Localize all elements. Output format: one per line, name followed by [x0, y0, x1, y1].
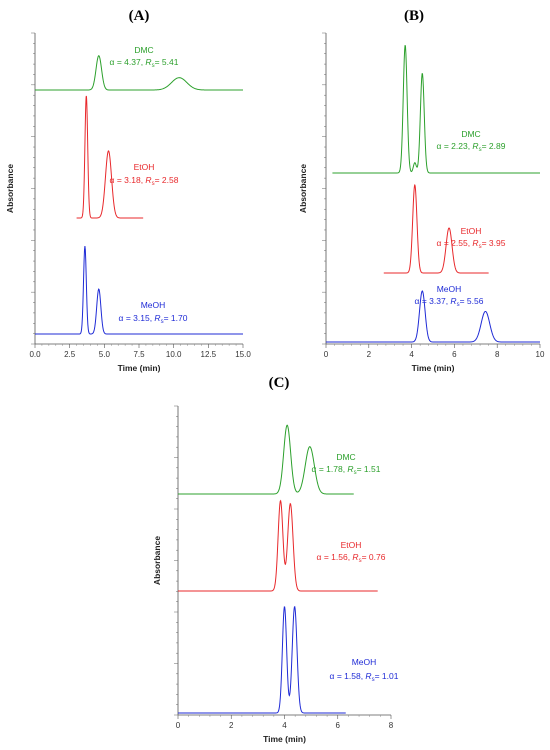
trace-stats-label: α = 1.78, Rs= 1.51	[312, 464, 381, 476]
trace-stats-label: α = 1.58, Rs= 1.01	[330, 671, 399, 683]
trace-stats-label: α = 4.37, Rs= 5.41	[110, 57, 179, 69]
trace-name-label: EtOH	[341, 540, 362, 550]
x-tick-label: 0	[176, 721, 181, 730]
trace-name-label: MeOH	[437, 284, 462, 294]
x-tick-label: 5.0	[99, 350, 111, 359]
x-tick-label: 2.5	[64, 350, 76, 359]
x-tick-label: 4	[282, 721, 287, 730]
trace-name-label: DMC	[336, 452, 355, 462]
x-tick-label: 10.0	[166, 350, 182, 359]
x-axis-title: Time (min)	[118, 363, 161, 373]
x-tick-label: 7.5	[133, 350, 145, 359]
y-axis-title: Absorbance	[152, 536, 162, 585]
trace-name-label: MeOH	[352, 657, 377, 667]
panel-label: (C)	[269, 375, 290, 391]
trace-dmc	[332, 45, 540, 174]
x-tick-label: 0.0	[29, 350, 41, 359]
trace-etoh	[178, 499, 378, 592]
trace-name-label: EtOH	[461, 226, 482, 236]
panel-1: (B) 0 2 4 6 8 10 Time (min) Absorbance DMC α = 2.2…	[298, 8, 545, 373]
x-tick-label: 2	[367, 350, 372, 359]
x-tick-label: 4	[409, 350, 414, 359]
panel-label: (B)	[404, 8, 424, 24]
x-axis-title: Time (min)	[263, 734, 306, 744]
panel-0: (A) 0.0 2.5 5.0 7.5 10.0 12.5 15.0 Time (min) Abs…	[5, 8, 251, 373]
trace-stats-label: α = 2.23, Rs= 2.89	[437, 141, 506, 153]
x-tick-label: 10	[536, 350, 545, 359]
x-tick-label: 6	[452, 350, 457, 359]
x-tick-label: 8	[389, 721, 394, 730]
x-tick-label: 0	[324, 350, 329, 359]
trace-etoh	[383, 183, 489, 274]
x-tick-label: 2	[229, 721, 234, 730]
trace-stats-label: α = 1.56, Rs= 0.76	[317, 552, 386, 564]
y-axis-title: Absorbance	[5, 164, 15, 213]
panel-label: (A)	[129, 8, 150, 24]
x-axis-title: Time (min)	[412, 363, 455, 373]
trace-meoh	[35, 245, 243, 335]
trace-stats-label: α = 3.15, Rs= 1.70	[119, 313, 188, 325]
x-tick-label: 12.5	[201, 350, 217, 359]
trace-name-label: EtOH	[134, 162, 155, 172]
trace-stats-label: α = 3.37, Rs= 5.56	[415, 296, 484, 308]
trace-name-label: MeOH	[141, 300, 166, 310]
trace-dmc	[178, 424, 354, 495]
x-tick-label: 6	[336, 721, 341, 730]
x-tick-label: 15.0	[235, 350, 251, 359]
y-axis-title: Absorbance	[298, 164, 308, 213]
trace-name-label: DMC	[134, 45, 153, 55]
trace-name-label: DMC	[461, 129, 480, 139]
trace-stats-label: α = 3.18, Rs= 2.58	[110, 175, 179, 187]
trace-etoh	[76, 95, 144, 219]
trace-meoh	[326, 290, 540, 343]
panel-2: (C) 0 2 4 6 8 Time (min) Absorbance DMC α = 1.78,…	[152, 375, 399, 744]
x-tick-label: 8	[495, 350, 500, 359]
trace-meoh	[178, 605, 346, 714]
trace-stats-label: α = 2.55, Rs= 3.95	[437, 238, 506, 250]
trace-dmc	[35, 55, 243, 91]
